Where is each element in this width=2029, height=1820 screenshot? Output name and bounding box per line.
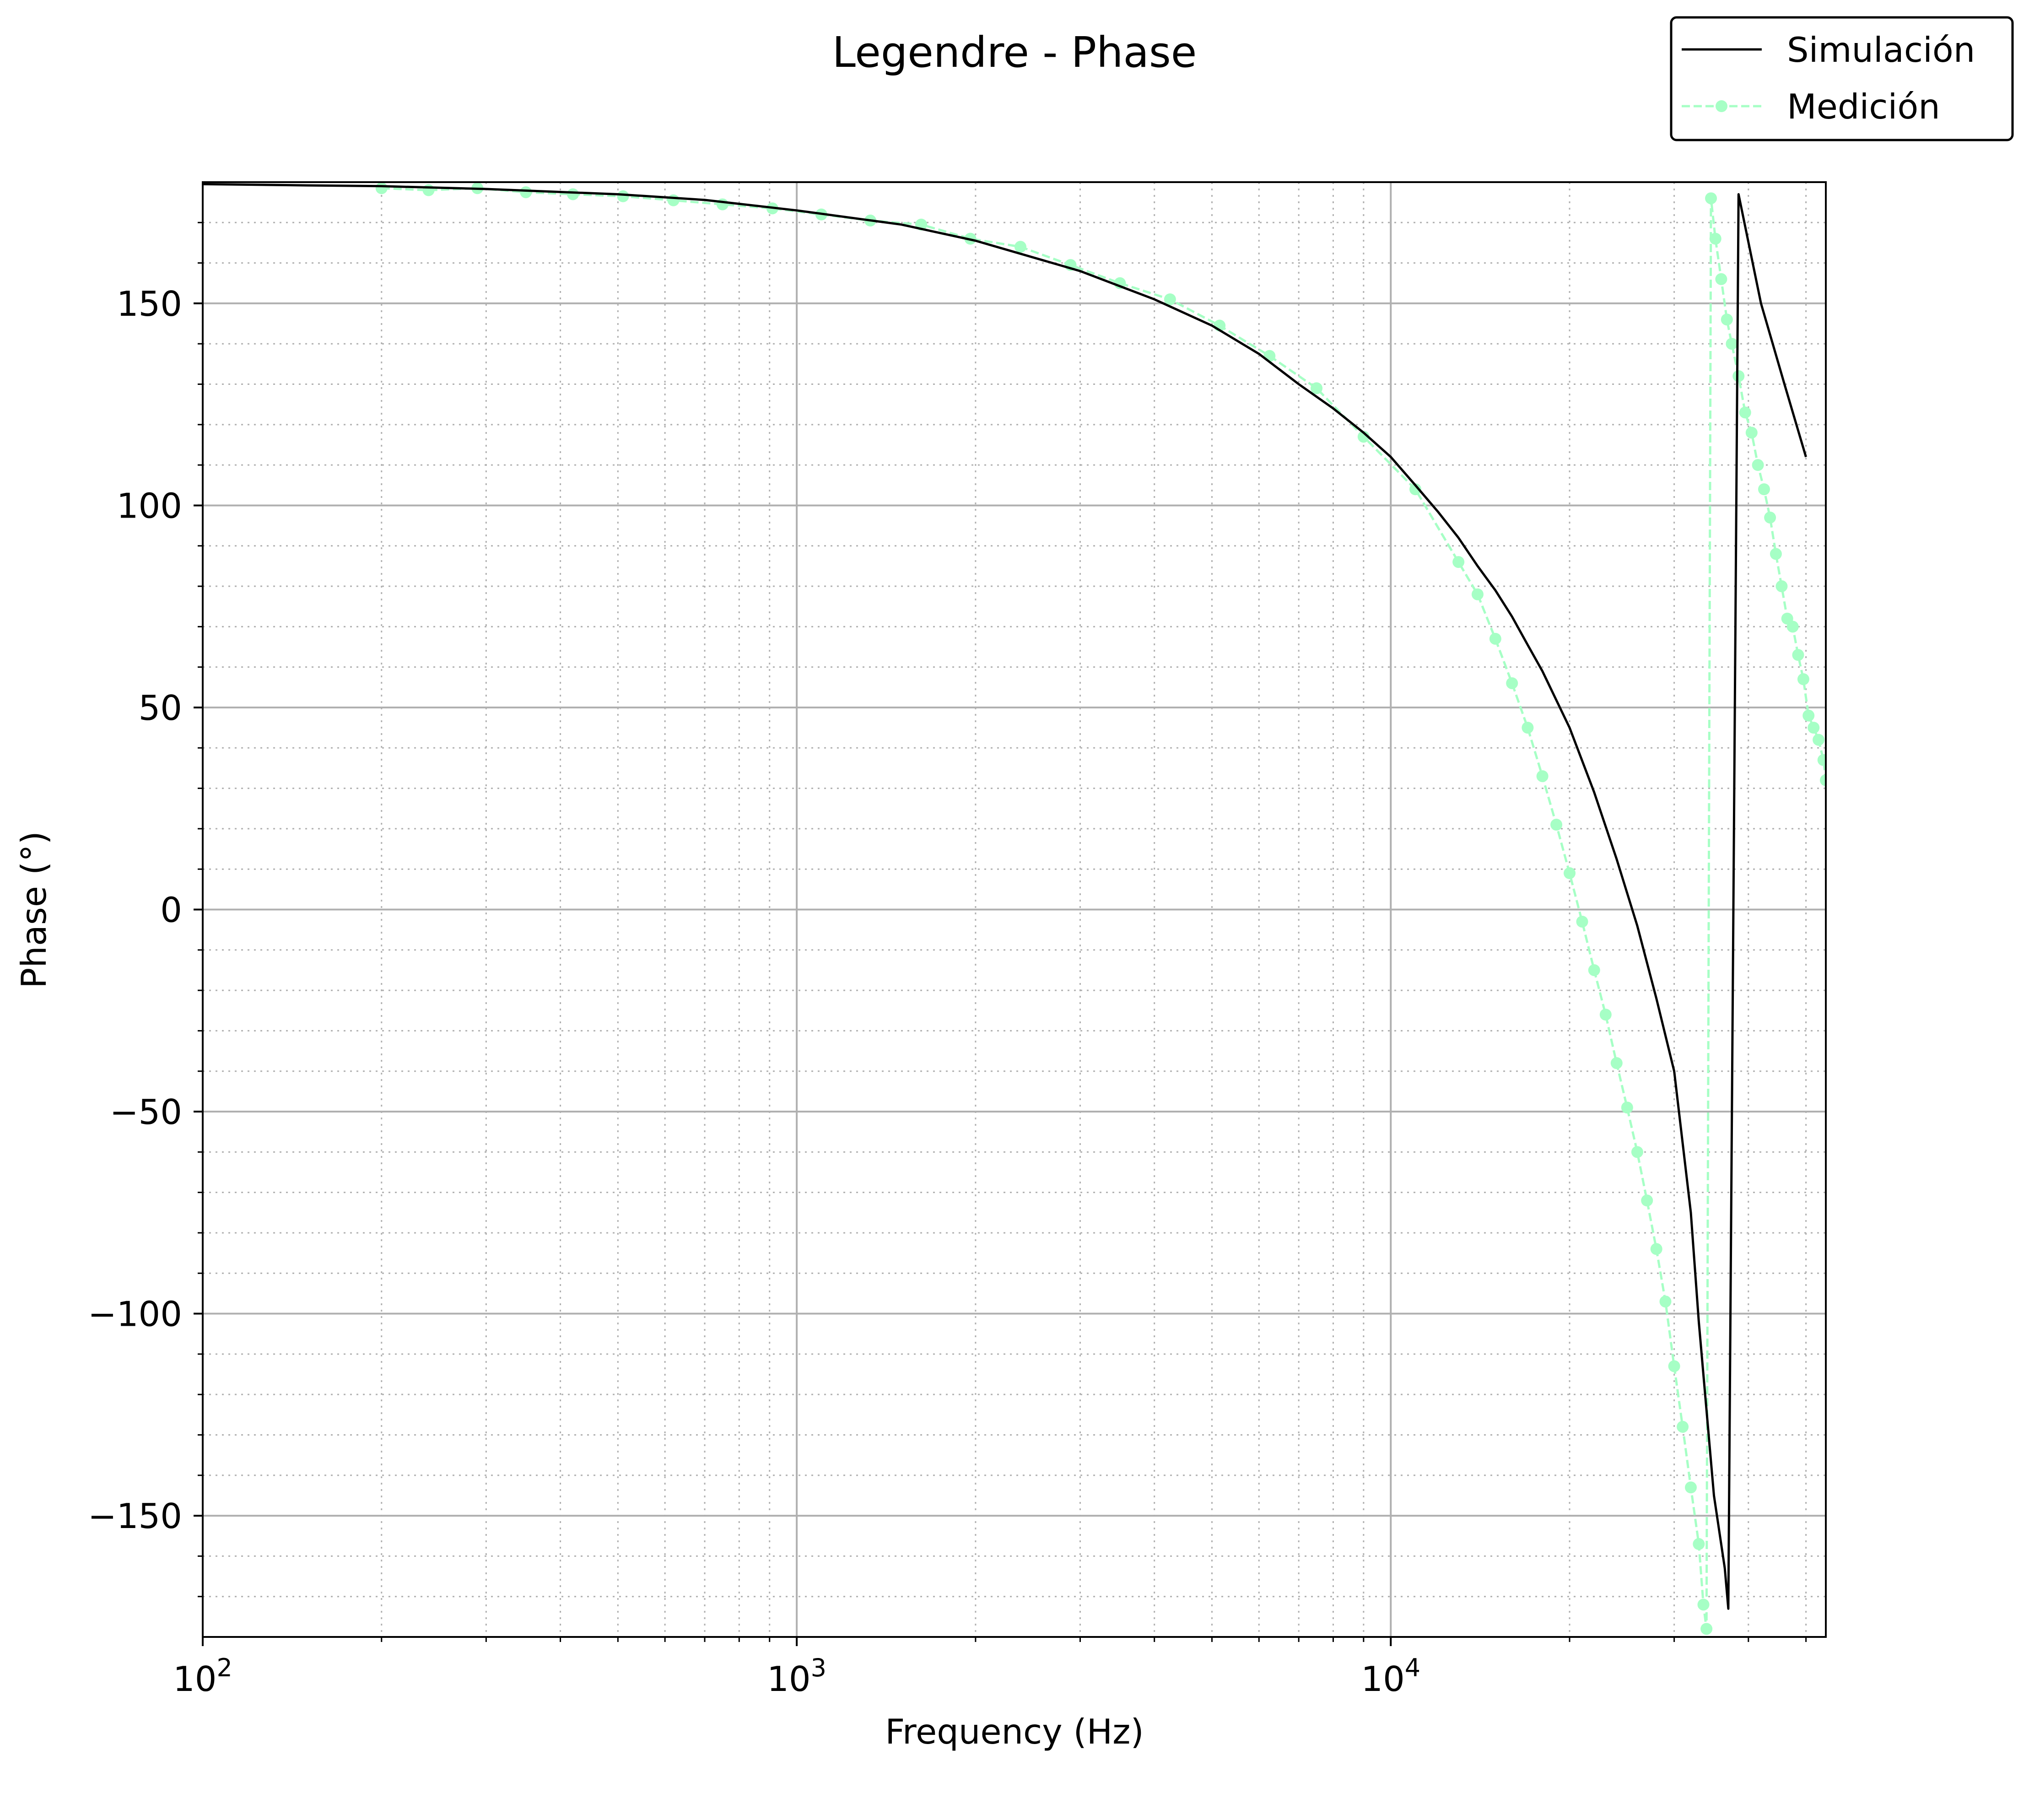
data-point-measurement [1715,273,1727,285]
data-point-measurement [667,194,680,206]
data-point-measurement [1668,1360,1680,1372]
y-tick-label: −50 [110,1092,182,1132]
data-point-measurement [1758,483,1770,496]
data-point-measurement [1650,1243,1662,1255]
series-layer [203,182,1826,1635]
data-point-measurement [422,184,435,196]
data-point-measurement [1739,406,1751,419]
legend-label-measurement: Medición [1787,86,1940,127]
data-point-measurement [1599,1009,1612,1021]
y-tick-label: 100 [117,486,182,526]
data-point-measurement [1564,867,1576,880]
y-tick-label: 150 [117,284,182,324]
x-tick-label: 103 [767,1653,826,1699]
data-point-measurement [1817,754,1826,766]
legend-marker-measurement [1716,100,1727,112]
data-point-measurement [1786,621,1799,633]
data-point-measurement [1677,1420,1689,1433]
data-point-measurement [1721,313,1733,326]
data-point-measurement [1621,1102,1633,1114]
data-point-measurement [1732,370,1745,382]
data-point-measurement [1506,677,1518,689]
x-axis-label: Frequency (Hz) [885,1712,1144,1752]
legend-label-simulation: Simulación [1787,30,1975,70]
data-point-measurement [1745,427,1758,439]
data-point-measurement [1764,511,1776,524]
y-axis-label: Phase (°) [14,831,54,988]
data-point-measurement [1522,722,1534,734]
data-point-measurement [1550,819,1563,831]
x-tick-label: 102 [173,1653,232,1699]
data-point-measurement [1536,770,1549,783]
y-tick-label: −100 [88,1294,182,1334]
data-point-measurement [1610,1057,1623,1069]
data-point-measurement [1792,649,1804,661]
data-point-measurement [1797,673,1809,686]
data-point-measurement [1813,734,1825,746]
data-point-measurement [1357,431,1370,443]
data-point-measurement [375,182,388,194]
data-point-measurement [1808,722,1820,734]
y-tick-label: 50 [139,688,182,728]
data-point-measurement [1693,1538,1705,1550]
legend-box [1670,16,2014,141]
data-point-measurement [1820,774,1826,786]
y-tick-label: 0 [160,890,182,930]
data-point-measurement [1700,1623,1713,1635]
data-point-measurement [567,188,579,200]
data-point-measurement [1705,192,1717,205]
data-point-measurement [1489,632,1501,645]
data-point-measurement [1752,459,1764,471]
series-line-simulation [203,183,1807,1610]
data-point-measurement [1164,293,1176,306]
grid-minor [203,182,1826,1637]
plot-area [203,182,1826,1635]
data-point-measurement [1775,580,1788,593]
x-tick-label: 104 [1361,1653,1420,1699]
data-point-measurement [1409,483,1421,496]
data-point-measurement [1685,1481,1697,1494]
data-point-measurement [1770,548,1782,560]
data-point-measurement [1014,241,1026,253]
data-point-measurement [520,186,532,199]
data-point-measurement [1659,1296,1672,1308]
data-point-measurement [1802,709,1815,722]
data-point-measurement [1641,1194,1653,1207]
data-point-measurement [1311,382,1323,394]
data-point-measurement [716,198,728,211]
data-point-measurement [1631,1146,1643,1158]
legend: Simulación Medición [1670,16,2014,141]
y-tick-label: −150 [88,1496,182,1536]
data-point-measurement [1709,232,1721,245]
data-point-measurement [1726,338,1738,350]
chart-title: Legendre - Phase [832,28,1197,77]
data-point-measurement [1576,915,1588,928]
data-point-measurement [1452,556,1465,568]
data-point-measurement [1588,964,1600,976]
data-point-measurement [1471,588,1484,600]
ticks: 150 100 50 0 −50 −100 −150 102 103 104 [88,221,1807,1699]
data-point-measurement [1697,1599,1710,1611]
data-point-measurement [617,190,629,202]
